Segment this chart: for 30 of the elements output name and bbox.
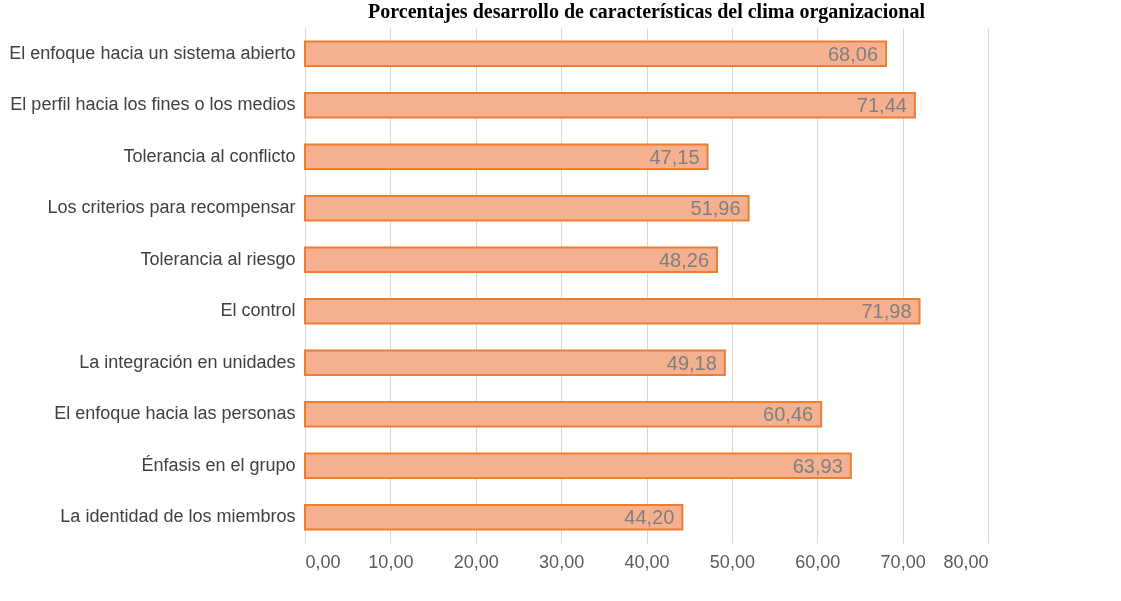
chart-title: Porcentajes desarrollo de características del clima organizacional <box>368 0 926 23</box>
data-label: 49,18 <box>666 351 717 374</box>
x-tick-label: 30,00 <box>539 551 585 572</box>
data-label: 71,44 <box>856 94 907 117</box>
y-tick-label: Tolerancia al conflicto <box>123 145 296 166</box>
y-tick-label: Tolerancia al riesgo <box>140 248 296 269</box>
y-tick-label: La identidad de los miembros <box>60 506 296 527</box>
y-tick-label: El enfoque hacia un sistema abierto <box>9 42 296 63</box>
data-label: 51,96 <box>690 197 741 220</box>
data-label: 47,15 <box>649 145 700 168</box>
x-tick-label: 40,00 <box>624 551 670 572</box>
data-label: 63,93 <box>792 454 843 477</box>
x-tick-label: 10,00 <box>368 551 414 572</box>
y-tick-label: Énfasis en el grupo <box>141 454 296 475</box>
x-tick-label: 70,00 <box>880 551 926 572</box>
y-tick-label: El control <box>220 300 296 321</box>
x-tick-label: 0,00 <box>305 551 341 572</box>
data-label: 68,06 <box>828 42 879 65</box>
x-tick-label: 50,00 <box>709 551 755 572</box>
x-tick-label: 60,00 <box>795 551 841 572</box>
y-tick-label: La integración en unidades <box>79 351 296 372</box>
data-label: 44,20 <box>624 506 675 529</box>
y-tick-label: El enfoque hacia las personas <box>54 403 296 424</box>
x-tick-label: 20,00 <box>453 551 499 572</box>
x-tick-label: 80,00 <box>943 551 989 572</box>
y-tick-label: El perfil hacia los fines o los medios <box>10 94 296 115</box>
data-label: 60,46 <box>763 403 814 426</box>
y-tick-label: Los criterios para recompensar <box>47 197 296 218</box>
data-label: 48,26 <box>658 248 710 271</box>
data-label: 71,98 <box>861 300 912 323</box>
